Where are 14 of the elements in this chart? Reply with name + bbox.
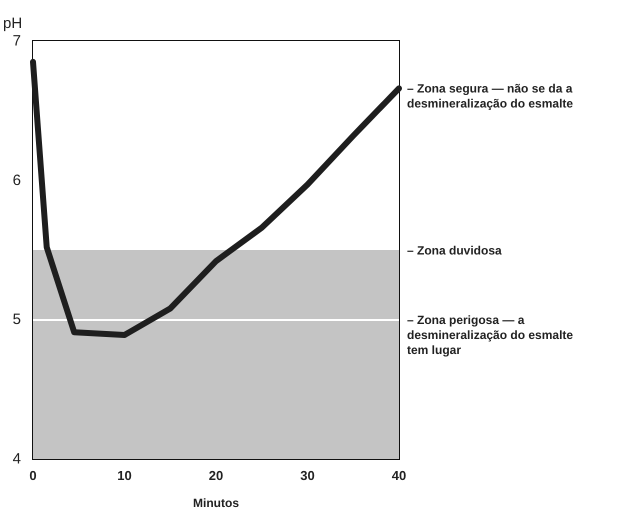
band-label: – Zona perigosa — a desmineralização do esmalte tem lugar	[407, 313, 576, 358]
y-tick-label: 7	[12, 32, 21, 50]
y-tick-label: 4	[12, 450, 21, 468]
y-tick-label: 5	[12, 311, 21, 328]
x-tick-label: 10	[117, 468, 132, 483]
x-tick-label: 20	[208, 468, 224, 483]
y-tick-label: 6	[12, 172, 21, 189]
x-axis-title: Minutos	[193, 496, 240, 510]
band-label: – Zona duvidosa	[407, 244, 502, 258]
x-tick-label: 40	[392, 468, 406, 483]
y-axis-title: pH	[3, 15, 22, 32]
band-label: – Zona segura — não se da a desmineralização do esmalte	[407, 82, 576, 110]
x-tick-label: 0	[29, 468, 37, 483]
x-tick-label: 30	[300, 468, 315, 483]
